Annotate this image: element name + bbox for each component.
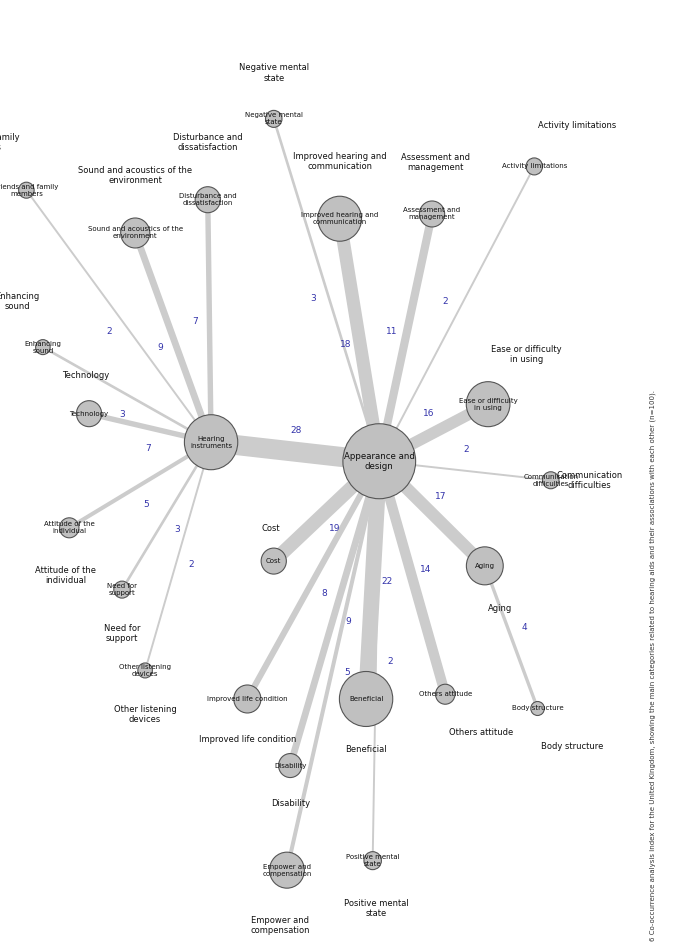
Text: 18: 18 xyxy=(339,340,351,349)
Ellipse shape xyxy=(234,685,261,713)
Text: Positive mental
state: Positive mental state xyxy=(346,854,399,867)
Text: Ease or difficulty
in using: Ease or difficulty in using xyxy=(459,398,517,411)
Text: Improved hearing and
communication: Improved hearing and communication xyxy=(293,152,386,171)
Text: 3: 3 xyxy=(310,294,316,303)
Text: 2: 2 xyxy=(106,327,112,336)
Text: Disturbance and
dissatisfaction: Disturbance and dissatisfaction xyxy=(179,193,237,206)
Text: Communication
difficulties: Communication difficulties xyxy=(556,471,622,490)
Text: Negative mental
state: Negative mental state xyxy=(245,112,303,126)
Text: 2: 2 xyxy=(443,297,448,305)
Text: Empower and
compensation: Empower and compensation xyxy=(262,864,311,877)
Ellipse shape xyxy=(543,472,559,489)
Text: Hearing
instruments: Hearing instruments xyxy=(190,436,232,449)
Text: Attitude of the
individual: Attitude of the individual xyxy=(35,566,97,585)
Text: Improved life condition: Improved life condition xyxy=(207,696,288,702)
Text: 28: 28 xyxy=(290,426,302,436)
Ellipse shape xyxy=(526,158,543,175)
Text: Improved life condition: Improved life condition xyxy=(199,735,296,744)
Text: Friends and family
members: Friends and family members xyxy=(0,184,58,197)
Text: Other listening
devices: Other listening devices xyxy=(119,664,171,677)
Ellipse shape xyxy=(269,852,305,888)
Text: Friends and family
members: Friends and family members xyxy=(0,133,20,152)
Text: Activity limitations: Activity limitations xyxy=(538,122,616,130)
Text: Improved hearing and
communication: Improved hearing and communication xyxy=(301,212,378,225)
Text: Others attitude: Others attitude xyxy=(419,691,472,697)
Text: Assessment and
management: Assessment and management xyxy=(403,207,460,221)
Ellipse shape xyxy=(343,424,415,498)
Text: Cost: Cost xyxy=(261,524,279,533)
Text: 8: 8 xyxy=(322,589,328,597)
Text: Body structure: Body structure xyxy=(541,742,603,750)
Ellipse shape xyxy=(466,381,510,427)
Text: 14: 14 xyxy=(420,565,431,574)
Text: Disturbance and
dissatisfaction: Disturbance and dissatisfaction xyxy=(173,133,243,152)
Text: Communication
difficulties: Communication difficulties xyxy=(523,474,578,487)
Text: 9: 9 xyxy=(345,617,351,626)
Text: Body structure: Body structure xyxy=(512,706,564,711)
Text: 16: 16 xyxy=(423,409,435,417)
Text: 5: 5 xyxy=(143,500,149,509)
Text: 3: 3 xyxy=(175,525,180,534)
Text: Ease or difficulty
in using: Ease or difficulty in using xyxy=(492,345,562,364)
Text: 2: 2 xyxy=(463,445,469,455)
Ellipse shape xyxy=(114,581,131,598)
Text: Cost: Cost xyxy=(266,558,282,564)
Text: Beneficial: Beneficial xyxy=(345,745,387,753)
Text: Activity limitations: Activity limitations xyxy=(502,164,567,169)
Ellipse shape xyxy=(435,684,455,705)
Ellipse shape xyxy=(265,110,282,127)
Text: 19: 19 xyxy=(328,524,340,534)
Ellipse shape xyxy=(466,547,503,585)
Text: 2: 2 xyxy=(388,657,393,666)
Text: Appearance and
design: Appearance and design xyxy=(344,452,415,471)
Text: 11: 11 xyxy=(386,327,398,336)
Text: 6 Co-occurrence analysis index for the United Kingdom, showing the main categori: 6 Co-occurrence analysis index for the U… xyxy=(649,391,656,941)
Ellipse shape xyxy=(60,517,79,538)
Text: 5: 5 xyxy=(344,668,350,677)
Text: Enhancing
sound: Enhancing sound xyxy=(0,292,39,311)
Text: Attitude of the
individual: Attitude of the individual xyxy=(44,521,95,534)
Ellipse shape xyxy=(138,663,152,678)
Ellipse shape xyxy=(120,218,150,248)
Ellipse shape xyxy=(420,201,445,227)
Text: Assessment and
management: Assessment and management xyxy=(401,153,470,172)
Text: Aging: Aging xyxy=(475,563,495,569)
Text: Disability: Disability xyxy=(271,799,310,807)
Ellipse shape xyxy=(18,183,34,198)
Text: Negative mental
state: Negative mental state xyxy=(239,64,309,83)
Text: Other listening
devices: Other listening devices xyxy=(114,705,177,724)
Ellipse shape xyxy=(76,400,101,427)
Text: Positive mental
state: Positive mental state xyxy=(343,899,409,918)
Ellipse shape xyxy=(195,186,220,213)
Text: Need for
support: Need for support xyxy=(107,583,137,596)
Text: 4: 4 xyxy=(521,623,527,631)
Text: 9: 9 xyxy=(157,342,163,352)
Text: Enhancing
sound: Enhancing sound xyxy=(24,340,61,354)
Text: 2: 2 xyxy=(188,560,194,569)
Text: 17: 17 xyxy=(435,492,446,501)
Text: 22: 22 xyxy=(381,577,393,586)
Text: 7: 7 xyxy=(145,444,150,453)
Text: Technology: Technology xyxy=(62,372,109,380)
Ellipse shape xyxy=(184,415,238,470)
Text: Beneficial: Beneficial xyxy=(349,696,384,702)
Ellipse shape xyxy=(279,753,302,778)
Ellipse shape xyxy=(339,671,393,727)
Ellipse shape xyxy=(35,340,50,355)
Ellipse shape xyxy=(261,548,286,574)
Text: Empower and
compensation: Empower and compensation xyxy=(250,916,310,935)
Text: Technology: Technology xyxy=(69,411,109,417)
Text: 3: 3 xyxy=(119,410,124,418)
Ellipse shape xyxy=(364,852,381,869)
Text: Sound and acoustics of the
environment: Sound and acoustics of the environment xyxy=(88,226,183,240)
Ellipse shape xyxy=(318,196,362,242)
Text: Others attitude: Others attitude xyxy=(449,728,513,737)
Text: Aging: Aging xyxy=(488,604,512,612)
Text: Need for
support: Need for support xyxy=(104,624,140,643)
Text: 7: 7 xyxy=(192,317,198,326)
Text: Disability: Disability xyxy=(274,763,307,768)
Ellipse shape xyxy=(531,702,545,715)
Text: Sound and acoustics of the
environment: Sound and acoustics of the environment xyxy=(78,166,192,185)
